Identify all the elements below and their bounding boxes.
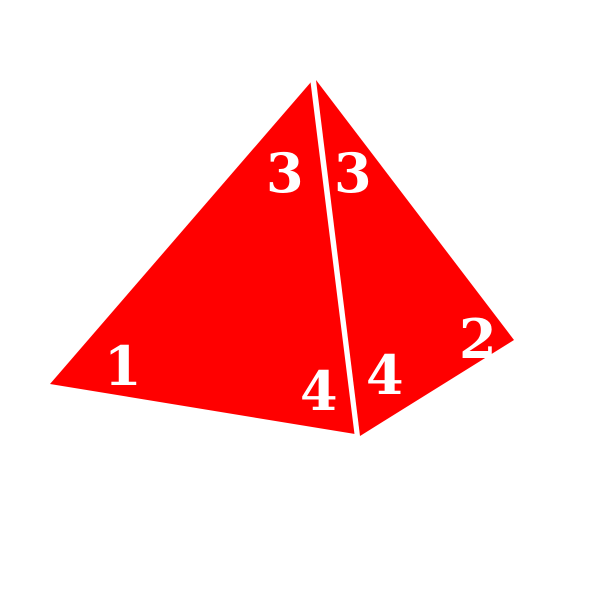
left-face-number-top: 3	[266, 141, 304, 205]
left-face-number-left: 1	[104, 334, 142, 398]
right-face	[316, 80, 514, 436]
right-face-number-top: 3	[334, 141, 372, 205]
left-face	[50, 82, 355, 434]
left-face-number-right: 4	[300, 359, 338, 423]
die-edge	[310, 81, 360, 435]
right-face-number-right: 2	[459, 307, 497, 371]
right-face-number-left: 4	[366, 343, 404, 407]
